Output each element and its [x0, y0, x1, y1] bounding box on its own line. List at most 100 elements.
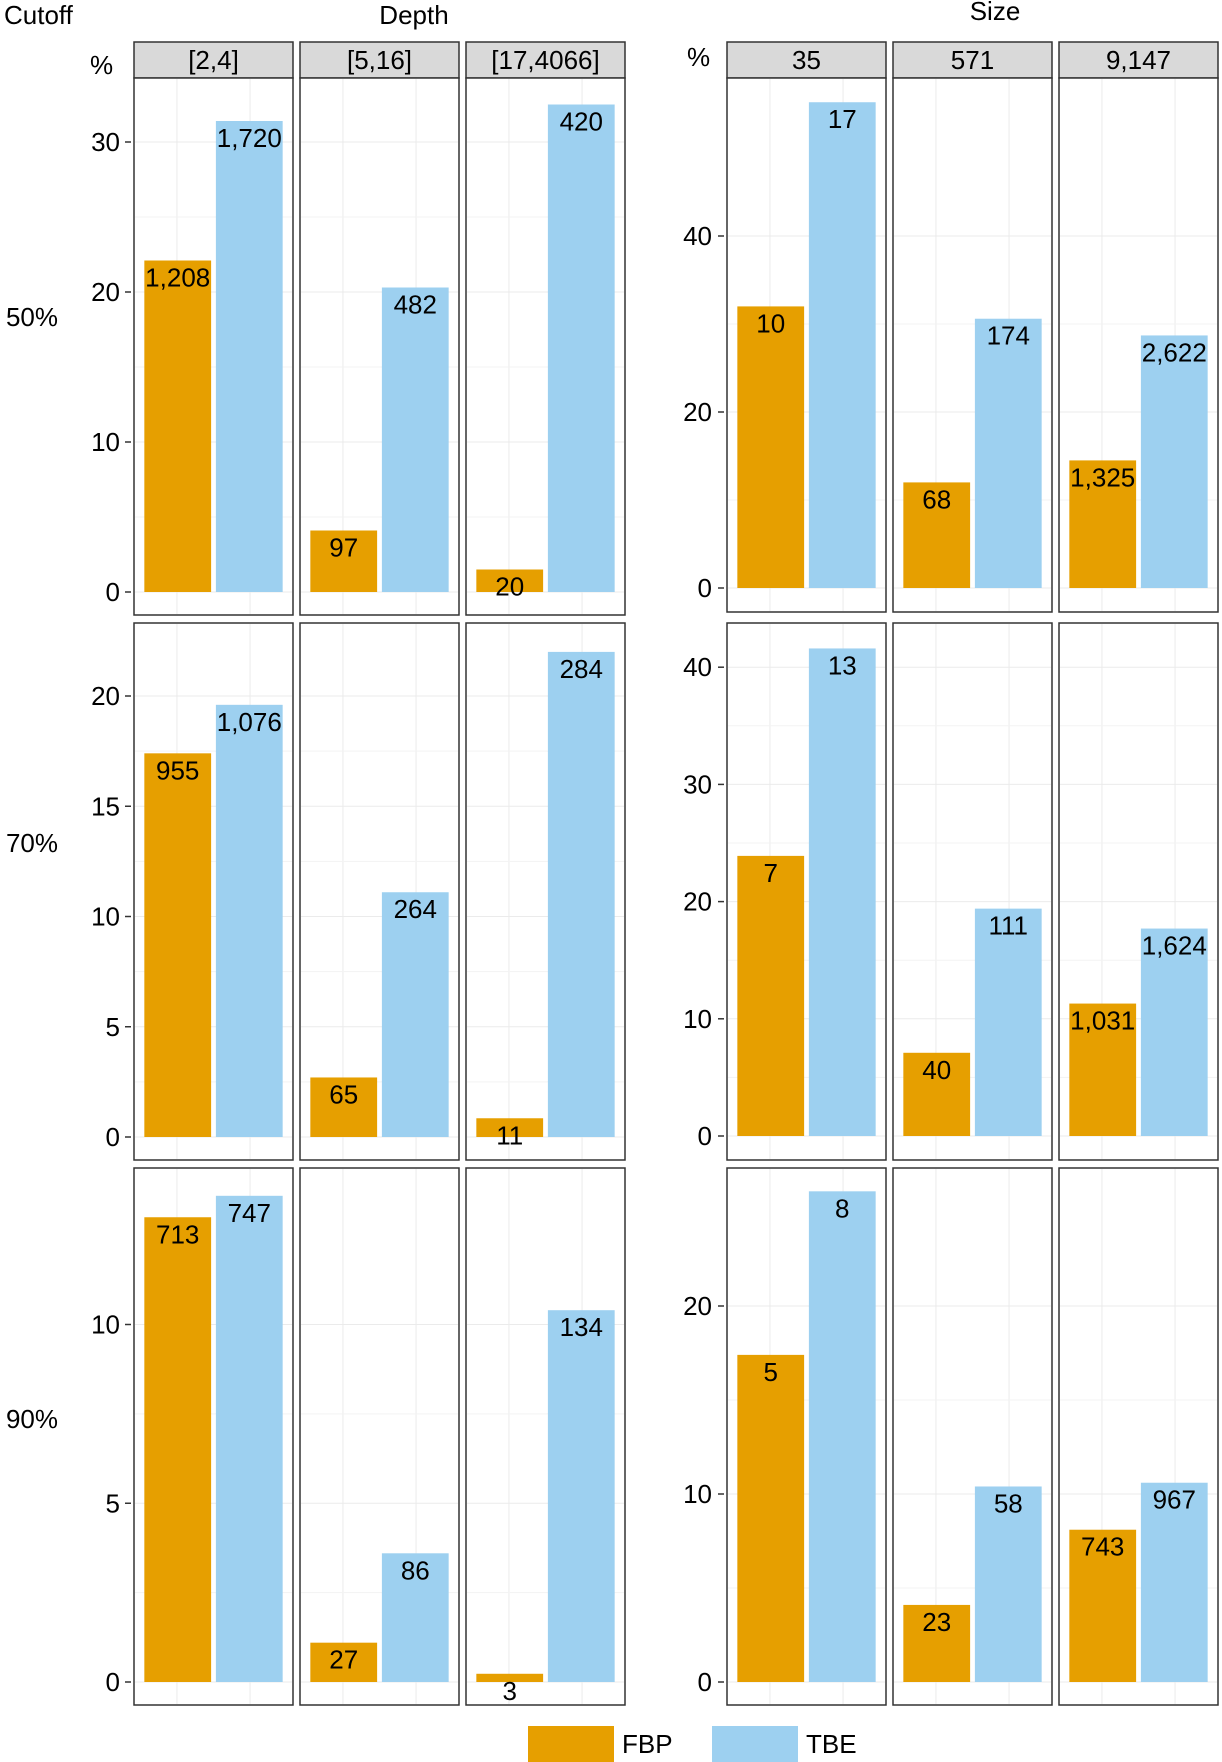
size-strip-label-1: 571 — [951, 45, 994, 75]
bar-tbe — [381, 892, 449, 1137]
size-ytick-label: 0 — [698, 1121, 712, 1151]
size-strip-2 — [1058, 41, 1219, 79]
legend-label-tbe: TBE — [806, 1729, 857, 1759]
depth-ytick-label: 5 — [106, 1012, 120, 1042]
cutoff-label-2: 90% — [6, 1404, 58, 1434]
bar-fbp — [310, 530, 378, 592]
depth-panel-r0-c2: 20 420 — [465, 77, 626, 616]
depth-header: Depth — [379, 0, 448, 30]
size-panel-r0-c1: 68 174 — [892, 77, 1053, 613]
size-panel-r1-c2: 1,031 1,624 — [1058, 622, 1219, 1161]
bar-label-tbe: 86 — [401, 1555, 430, 1585]
size-strip-0 — [726, 41, 887, 79]
bar-label-tbe: 420 — [560, 107, 603, 137]
depth-strip-1 — [299, 41, 460, 79]
bar-tbe — [974, 908, 1042, 1136]
bar-label-tbe: 2,622 — [1142, 337, 1207, 367]
legend-label-fbp: FBP — [622, 1729, 673, 1759]
depth-ytick-label: 0 — [106, 1667, 120, 1697]
size-strip-label-0: 35 — [792, 45, 821, 75]
depth-ytick-label: 10 — [91, 1310, 120, 1340]
depth-strip-label-1: [5,16] — [347, 45, 412, 75]
bar-tbe — [808, 648, 876, 1136]
depth-ytick-label: 10 — [91, 427, 120, 457]
bar-tbe — [1140, 928, 1208, 1136]
bar-label-tbe: 747 — [228, 1198, 271, 1228]
depth-panel-r1-c0: 955 1,076 — [133, 622, 294, 1161]
size-ytick-label: 20 — [683, 397, 712, 427]
legend-swatch-tbe — [712, 1726, 798, 1762]
bar-fbp — [903, 1604, 971, 1682]
bar-label-fbp: 1,031 — [1070, 1006, 1135, 1036]
size-ytick-label: 0 — [698, 573, 712, 603]
bar-label-fbp: 23 — [922, 1607, 951, 1637]
bar-label-fbp: 11 — [496, 1120, 523, 1150]
bar-label-fbp: 68 — [922, 484, 951, 514]
bar-label-fbp: 97 — [329, 533, 358, 563]
size-header: Size — [970, 0, 1021, 26]
bar-fbp — [144, 753, 212, 1137]
bar-label-fbp: 40 — [922, 1055, 951, 1085]
depth-ytick-label: 10 — [91, 902, 120, 932]
bar-label-tbe: 1,624 — [1142, 931, 1207, 961]
bar-tbe — [381, 1553, 449, 1682]
bar-label-fbp: 65 — [329, 1079, 358, 1109]
bar-fbp — [903, 1052, 971, 1136]
bar-fbp — [144, 1217, 212, 1682]
depth-panel-r0-c0: 1,208 1,720 — [133, 77, 294, 616]
size-panel-r2-c1: 23 58 — [892, 1167, 1053, 1706]
bar-label-fbp: 10 — [756, 308, 785, 338]
size-ytick-label: 10 — [683, 1004, 712, 1034]
size-panel-r0-c0: 10 17 — [726, 77, 887, 613]
bar-label-fbp: 27 — [329, 1645, 358, 1675]
bar-label-tbe: 17 — [828, 104, 857, 134]
bar-fbp — [144, 260, 212, 592]
size-ytick-label: 0 — [698, 1667, 712, 1697]
bar-tbe — [547, 1310, 615, 1682]
bar-label-tbe: 967 — [1153, 1485, 1196, 1515]
size-ytick-label: 20 — [683, 1291, 712, 1321]
bar-fbp — [903, 482, 971, 588]
size-ytick-label: 30 — [683, 769, 712, 799]
bar-fbp — [1069, 1003, 1137, 1136]
bar-label-tbe: 1,720 — [217, 123, 282, 153]
size-strip-1 — [892, 41, 1053, 79]
size-panel-r1-c1: 40 111 — [892, 622, 1053, 1161]
bar-label-tbe: 1,076 — [217, 707, 282, 737]
bar-tbe — [1140, 335, 1208, 588]
bar-tbe — [381, 287, 449, 592]
bar-label-tbe: 111 — [989, 911, 1029, 941]
bar-label-fbp: 743 — [1081, 1532, 1124, 1562]
bar-label-fbp: 7 — [763, 858, 777, 888]
percent-label-left: % — [90, 50, 113, 80]
bar-label-fbp: 20 — [495, 572, 524, 602]
bar-tbe — [547, 104, 615, 592]
panel-grid: [2,4]T=5,478[5,16]T=2,373[17,4066]T=1,29… — [6, 41, 1219, 1706]
depth-panel-r2-c1: 27 86 — [299, 1167, 460, 1706]
legend-swatch-fbp — [528, 1726, 614, 1762]
size-strip-label-2: 9,147 — [1106, 45, 1171, 75]
depth-ytick-label: 15 — [91, 791, 120, 821]
bar-tbe — [547, 651, 615, 1137]
depth-panel-r1-c1: 65 264 — [299, 622, 460, 1161]
cutoff-label-1: 70% — [6, 828, 58, 858]
size-ytick-label: 40 — [683, 652, 712, 682]
bar-fbp — [1069, 1529, 1137, 1682]
depth-ytick-label: 20 — [91, 277, 120, 307]
depth-panel-r0-c1: 97 482 — [299, 77, 460, 616]
bar-label-tbe: 13 — [828, 650, 857, 680]
size-panel-r2-c2: 743 967 — [1058, 1167, 1219, 1706]
depth-ytick-label: 0 — [106, 1122, 120, 1152]
depth-ytick-label: 20 — [91, 681, 120, 711]
bar-label-tbe: 264 — [394, 894, 437, 924]
bar-label-fbp: 5 — [763, 1357, 777, 1387]
cutoff-header: Cutoff — [4, 0, 74, 30]
size-panel-r1-c0: 7 13 — [726, 622, 887, 1161]
depth-strip-label-2: [17,4066] — [491, 45, 599, 75]
bar-label-tbe: 58 — [994, 1488, 1023, 1518]
bar-tbe — [215, 1195, 283, 1682]
depth-strip-2 — [465, 41, 626, 79]
bar-fbp — [310, 1077, 378, 1137]
depth-panel-r2-c0: 713 747 — [133, 1167, 294, 1706]
